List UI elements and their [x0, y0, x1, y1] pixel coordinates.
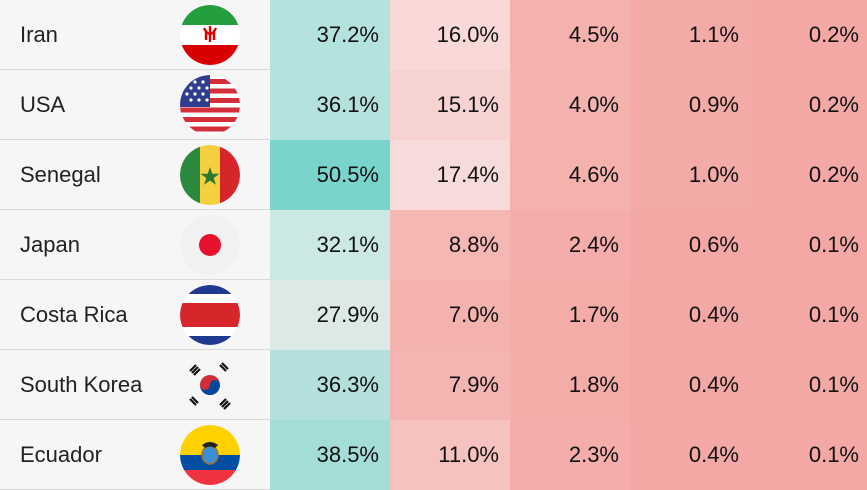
probability-cell-5: 0.2%	[750, 140, 867, 210]
flag-cell	[160, 0, 270, 70]
ecuador-flag-icon	[180, 425, 240, 485]
table-row: Japan 32.1% 8.8% 2.4% 0.6% 0.1%	[0, 210, 867, 280]
probability-cell-4: 0.9%	[630, 70, 750, 140]
team-name: USA	[0, 70, 160, 140]
row-divider	[0, 419, 270, 420]
flag-cell	[160, 210, 270, 280]
probability-cell-5: 0.1%	[750, 350, 867, 420]
probability-cell-5: 0.2%	[750, 0, 867, 70]
costa-rica-flag-icon	[180, 285, 240, 345]
table-row: Senegal 50.5% 17.4% 4.6% 1.0% 0.2%	[0, 140, 867, 210]
probability-cell-5: 0.1%	[750, 420, 867, 490]
probability-cell-4: 0.6%	[630, 210, 750, 280]
probability-cell-1: 37.2%	[270, 0, 390, 70]
probability-cell-2: 11.0%	[390, 420, 510, 490]
iran-flag-icon	[180, 5, 240, 65]
flag-cell	[160, 420, 270, 490]
probability-cell-1: 32.1%	[270, 210, 390, 280]
probability-cell-5: 0.1%	[750, 210, 867, 280]
probability-cell-4: 1.0%	[630, 140, 750, 210]
probability-cell-3: 2.4%	[510, 210, 630, 280]
flag-cell	[160, 70, 270, 140]
team-name: Ecuador	[0, 420, 160, 490]
south-korea-flag-icon	[180, 355, 240, 415]
table-row: Ecuador 38.5% 11.0% 2.3% 0.4% 0.1%	[0, 420, 867, 490]
team-name: Senegal	[0, 140, 160, 210]
probability-cell-3: 1.7%	[510, 280, 630, 350]
probability-cell-1: 36.1%	[270, 70, 390, 140]
probability-cell-2: 17.4%	[390, 140, 510, 210]
probability-cell-2: 15.1%	[390, 70, 510, 140]
japan-flag-icon	[180, 215, 240, 275]
probability-cell-5: 0.1%	[750, 280, 867, 350]
row-divider	[0, 279, 270, 280]
probability-cell-4: 0.4%	[630, 280, 750, 350]
probability-cell-3: 2.3%	[510, 420, 630, 490]
probability-cell-1: 27.9%	[270, 280, 390, 350]
team-name: Iran	[0, 0, 160, 70]
probability-cell-2: 7.9%	[390, 350, 510, 420]
probability-cell-3: 4.5%	[510, 0, 630, 70]
team-name: Japan	[0, 210, 160, 280]
usa-flag-icon	[180, 75, 240, 135]
flag-cell	[160, 140, 270, 210]
row-divider	[0, 139, 270, 140]
senegal-flag-icon	[180, 145, 240, 205]
probability-cell-2: 16.0%	[390, 0, 510, 70]
probability-cell-2: 8.8%	[390, 210, 510, 280]
flag-cell	[160, 280, 270, 350]
table-row: Costa Rica 27.9% 7.0% 1.7% 0.4% 0.1%	[0, 280, 867, 350]
probability-cell-5: 0.2%	[750, 70, 867, 140]
team-name: Costa Rica	[0, 280, 160, 350]
table-row: Iran 37.2% 16.0% 4.5% 1.1% 0.2%	[0, 0, 867, 70]
probability-cell-3: 4.6%	[510, 140, 630, 210]
probability-cell-4: 0.4%	[630, 350, 750, 420]
table-row: USA 36.1% 15.1% 4.0% 0.9% 0.2%	[0, 70, 867, 140]
probability-cell-4: 0.4%	[630, 420, 750, 490]
team-name: South Korea	[0, 350, 160, 420]
probability-cell-4: 1.1%	[630, 0, 750, 70]
probability-cell-1: 38.5%	[270, 420, 390, 490]
probability-cell-3: 4.0%	[510, 70, 630, 140]
row-divider	[0, 209, 270, 210]
table-row: South Korea 36.3% 7.9% 1.8% 0.4% 0.1%	[0, 350, 867, 420]
row-divider	[0, 69, 270, 70]
probability-cell-1: 50.5%	[270, 140, 390, 210]
probability-cell-3: 1.8%	[510, 350, 630, 420]
flag-cell	[160, 350, 270, 420]
row-divider	[0, 349, 270, 350]
probability-cell-2: 7.0%	[390, 280, 510, 350]
probability-cell-1: 36.3%	[270, 350, 390, 420]
